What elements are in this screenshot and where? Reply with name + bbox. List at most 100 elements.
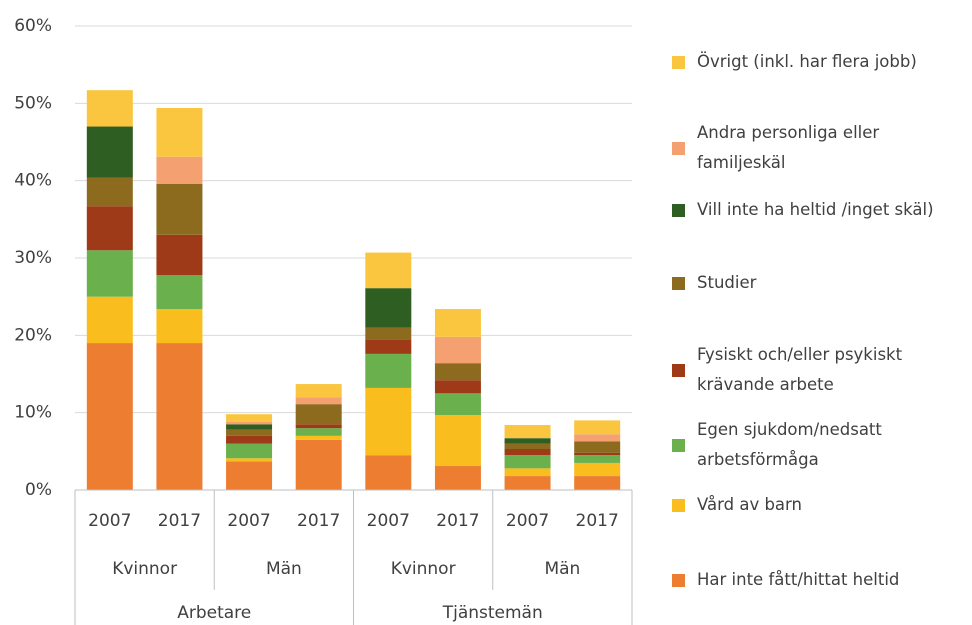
- bar-segment: [365, 339, 412, 354]
- legend-item: Har inte fått/hittat heltid: [672, 550, 962, 610]
- bar-segment: [365, 327, 412, 340]
- bar-segment: [504, 438, 551, 444]
- x-tick-label: 2017: [576, 511, 619, 531]
- bar-segment: [574, 420, 621, 435]
- bar-segment: [156, 107, 203, 157]
- legend-label: Vill inte ha heltid /inget skäl): [697, 200, 934, 219]
- legend-item: Studier: [672, 253, 962, 313]
- bar-segment: [504, 449, 551, 456]
- bar-segment: [156, 309, 203, 344]
- bar-segment: [86, 126, 133, 178]
- legend-label: Studier: [697, 273, 757, 292]
- legend-swatch: [672, 573, 685, 587]
- bar-segment: [504, 476, 551, 490]
- legend-swatch: [672, 363, 685, 377]
- legend-item: Egen sjukdom/nedsatt arbetsförmåga: [672, 415, 962, 475]
- subgroup-label: Kvinnor: [112, 559, 177, 579]
- bar-segment: [86, 250, 133, 297]
- bar-segment: [365, 455, 412, 490]
- bar-segment: [226, 435, 273, 444]
- bar-segment: [156, 183, 203, 235]
- bar-segment: [434, 393, 481, 415]
- bar-segment: [226, 429, 273, 436]
- bar-segment: [574, 452, 621, 456]
- bar-segment: [365, 252, 412, 289]
- legend-swatch: [672, 276, 685, 290]
- bar-segment: [226, 414, 273, 422]
- bar-segment: [156, 275, 203, 310]
- x-tick-label: 2007: [227, 511, 270, 531]
- bar-segment: [504, 425, 551, 439]
- bar-segment: [574, 434, 621, 442]
- bar-segment: [574, 462, 621, 477]
- bar-segment: [365, 387, 412, 456]
- y-tick-label: 30%: [14, 248, 52, 268]
- bar-segment: [226, 421, 273, 425]
- bar-segment: [86, 206, 133, 251]
- legend-label: Fysiskt och/eller psykiskt krävande arbe…: [697, 345, 903, 394]
- x-tick-label: 2007: [367, 511, 410, 531]
- y-tick-label: 20%: [14, 325, 52, 345]
- y-tick-label: 0%: [25, 480, 52, 500]
- subgroup-label: Män: [544, 559, 580, 579]
- bar-segment: [226, 443, 273, 459]
- bar-segment: [226, 461, 273, 490]
- bar-segment: [365, 288, 412, 328]
- bar-segment: [156, 234, 203, 276]
- bar-segment: [295, 428, 342, 436]
- bar-segment: [86, 90, 133, 127]
- y-tick-label: 10%: [14, 403, 52, 423]
- bar-segment: [434, 309, 481, 337]
- bar-segment: [574, 476, 621, 490]
- bar-segment: [226, 458, 273, 462]
- legend-item: Övrigt (inkl. har flera jobb): [672, 32, 962, 92]
- bar-segment: [295, 435, 342, 440]
- bar-segment: [504, 468, 551, 477]
- legend-item: Vård av barn: [672, 475, 962, 535]
- bar-segment: [434, 336, 481, 364]
- legend-swatch: [672, 203, 685, 217]
- bar-segment: [295, 424, 342, 429]
- bar-segment: [86, 343, 133, 490]
- legend-swatch: [672, 438, 685, 452]
- bar-segment: [504, 455, 551, 469]
- bar-segment: [295, 397, 342, 405]
- y-tick-label: 60%: [14, 16, 52, 36]
- legend-item: Fysiskt och/eller psykiskt krävande arbe…: [672, 340, 962, 400]
- legend-swatch: [672, 498, 685, 512]
- y-tick-label: 40%: [14, 171, 52, 191]
- y-tick-label: 50%: [14, 93, 52, 113]
- legend-item: Andra personliga eller familjeskäl: [672, 118, 962, 178]
- x-tick-label: 2017: [158, 511, 201, 531]
- subgroup-label: Män: [266, 559, 302, 579]
- legend-label: Andra personliga eller familjeskäl: [697, 123, 880, 172]
- bar-segment: [156, 156, 203, 184]
- legend-swatch: [672, 141, 685, 155]
- bar-segment: [295, 404, 342, 425]
- bar-segment: [574, 441, 621, 453]
- group-label: Arbetare: [177, 603, 251, 623]
- bar-segment: [434, 363, 481, 381]
- bar-segment: [434, 380, 481, 394]
- bar-segment: [574, 455, 621, 463]
- x-tick-label: 2017: [297, 511, 340, 531]
- group-label: Tjänstemän: [442, 603, 543, 623]
- x-tick-label: 2017: [436, 511, 479, 531]
- legend-label: Vård av barn: [697, 495, 802, 514]
- bar-segment: [504, 443, 551, 450]
- legend-swatch: [672, 55, 685, 69]
- bar-segment: [434, 466, 481, 490]
- subgroup-label: Kvinnor: [391, 559, 456, 579]
- legend-label: Övrigt (inkl. har flera jobb): [697, 52, 917, 71]
- bar-segment: [226, 424, 273, 430]
- bar-segment: [295, 439, 342, 490]
- legend-label: Har inte fått/hittat heltid: [697, 570, 900, 589]
- bar-segment: [86, 177, 133, 207]
- bar-segment: [156, 343, 203, 490]
- legend-item: Vill inte ha heltid /inget skäl): [672, 180, 962, 240]
- bar-segment: [434, 414, 481, 467]
- bar-segment: [365, 353, 412, 388]
- x-tick-label: 2007: [506, 511, 549, 531]
